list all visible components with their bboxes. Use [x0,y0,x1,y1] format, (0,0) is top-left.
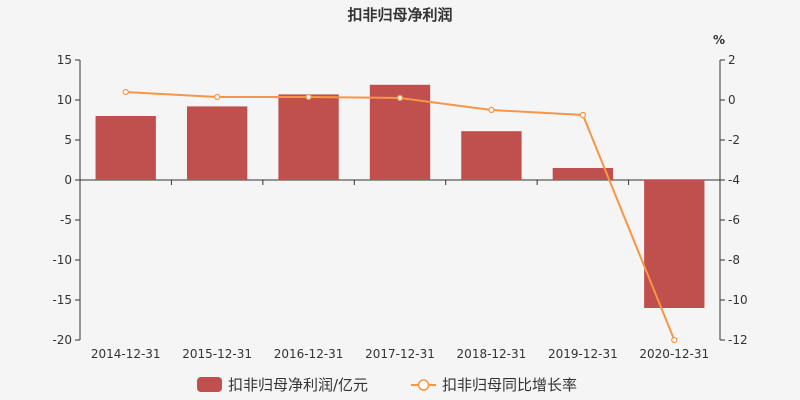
left-tick-label: 10 [57,93,72,107]
growth-point-2018-12-31[interactable] [488,106,495,114]
chart-title: 扣非归母净利润 [347,6,452,24]
x-tick-label: 2018-12-31 [457,347,527,361]
bar-2020-12-31[interactable] [644,180,705,308]
legend-line-label[interactable]: 扣非归母同比增长率 [442,376,577,394]
right-tick-label: -2 [728,133,740,147]
growth-point-2016-12-31[interactable] [305,93,312,101]
right-tick-label: -6 [728,213,740,227]
axes: 15 10 5 0 -5 -10 -15 -20 2 0 -2 -4 -6 -8 -10 -12 [52,53,747,347]
bars [95,84,705,308]
right-tick-label: -4 [728,173,740,187]
growth-point-2017-12-31[interactable] [396,94,404,102]
right-tick-label: 0 [728,93,736,107]
right-tick-label: -10 [728,293,748,307]
left-tick-label: -15 [52,293,72,307]
right-tick-label: 2 [728,53,736,67]
legend-line-marker[interactable] [417,379,430,391]
growth-point-2015-12-31[interactable] [214,93,221,101]
legend[interactable]: 扣非归母净利润/亿元 扣非归母同比增长率 [197,376,577,394]
x-tick-label: 2016-12-31 [274,347,344,361]
bar-2014-12-31[interactable] [95,116,156,180]
left-tick-label: -20 [52,333,72,347]
left-tick-label: 15 [57,53,72,67]
right-tick-label: -12 [728,333,748,347]
legend-bar-swatch[interactable] [197,377,222,392]
left-tick-label: 5 [64,133,72,147]
bar-2019-12-31[interactable] [552,168,614,180]
legend-bar-label[interactable]: 扣非归母净利润/亿元 [228,376,368,394]
x-tick-labels: 2014-12-31 2015-12-31 2016-12-31 2017-12-31… [91,347,709,361]
x-tick-label: 2020-12-31 [639,347,709,361]
right-axis-unit: % [713,33,725,47]
left-tick-label: -10 [52,253,72,267]
right-tick-label: -8 [728,253,740,267]
left-tick-label: 0 [64,173,72,187]
x-tick-label: 2019-12-31 [548,347,618,361]
growth-point-2020-12-31[interactable] [671,336,678,344]
left-tick-label: -5 [60,213,72,227]
x-tick-label: 2017-12-31 [365,347,435,361]
x-tick-label: 2015-12-31 [182,347,252,361]
growth-point-2019-12-31[interactable] [579,111,586,119]
bar-2015-12-31[interactable] [186,106,248,180]
x-tick-label: 2014-12-31 [91,347,161,361]
bar-2016-12-31[interactable] [278,94,339,180]
growth-line [122,88,678,344]
growth-point-2014-12-31[interactable] [122,88,129,96]
bar-2018-12-31[interactable] [461,131,522,180]
